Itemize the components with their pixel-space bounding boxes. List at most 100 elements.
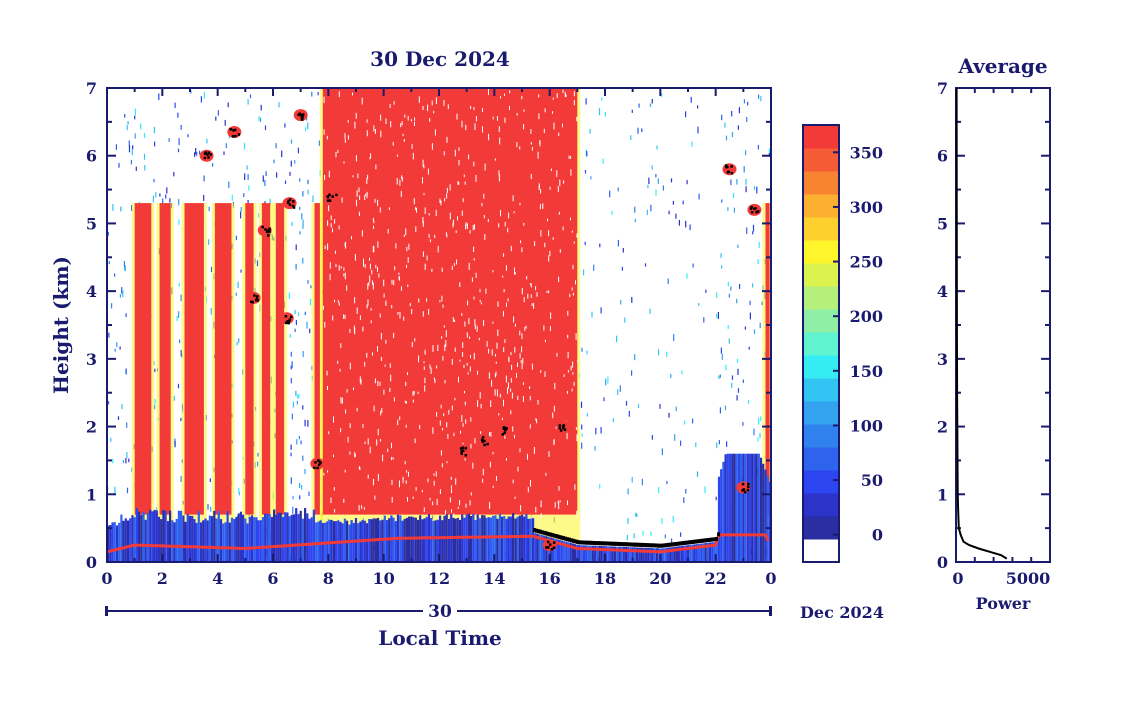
red-echo-texture	[370, 153, 372, 159]
red-echo-texture	[549, 186, 551, 190]
speckle	[736, 358, 739, 363]
red-echo-texture	[496, 116, 498, 121]
red-echo-texture	[380, 410, 382, 416]
red-echo-texture	[399, 312, 401, 319]
red-echo-texture	[369, 446, 371, 454]
bl-column	[153, 509, 156, 562]
bl-column	[253, 517, 256, 562]
bl-column	[279, 512, 282, 562]
red-echo-texture	[428, 309, 430, 315]
x-axis-label: Local Time	[378, 626, 501, 650]
cloud-deck-dot	[624, 542, 628, 547]
red-echo-texture	[466, 223, 468, 229]
bl-column	[312, 509, 316, 562]
red-echo-texture	[443, 413, 445, 417]
speckle	[302, 405, 304, 410]
red-echo-texture	[401, 175, 403, 179]
red-echo-texture	[381, 407, 383, 413]
speckle	[670, 373, 672, 379]
red-echo-texture	[394, 266, 396, 271]
speckle	[725, 364, 727, 371]
speckle	[126, 124, 128, 131]
speckle	[128, 458, 130, 463]
cloud-deck-dot	[641, 542, 645, 547]
speckle	[308, 491, 310, 497]
red-echo-texture	[544, 371, 546, 377]
speckle	[727, 325, 729, 329]
red-echo-texture	[449, 497, 451, 503]
bl-column	[700, 543, 703, 562]
speckle	[672, 515, 674, 523]
bl-column	[740, 453, 743, 562]
cloud-dot	[287, 199, 290, 203]
bl-column	[578, 545, 581, 562]
red-echo-texture	[513, 316, 515, 323]
x-tick-label: 0	[101, 569, 112, 588]
cloud-dot	[254, 298, 258, 302]
red-echo-texture	[358, 187, 360, 193]
x-tick-label: 6	[267, 569, 278, 588]
red-echo-texture	[514, 271, 516, 275]
red-echo-texture	[514, 347, 516, 353]
speckle	[668, 412, 670, 418]
red-echo-texture	[449, 184, 451, 191]
speckle	[248, 185, 250, 191]
colorbar-swatch	[803, 470, 839, 494]
red-echo-texture	[347, 436, 349, 443]
cloud-dot	[558, 426, 562, 430]
red-echo-texture	[446, 136, 448, 143]
red-echo-texture	[571, 230, 573, 233]
bl-column	[660, 548, 663, 562]
speckle	[627, 488, 629, 495]
red-echo-texture	[508, 356, 510, 363]
red-echo-texture	[458, 376, 459, 383]
red-echo-texture	[447, 104, 449, 110]
speckle	[177, 383, 180, 389]
speckle	[648, 177, 650, 185]
red-echo-texture	[485, 288, 487, 294]
red-echo-texture	[458, 160, 460, 166]
bl-column	[242, 514, 245, 562]
speckle	[134, 115, 136, 120]
red-echo-column	[314, 203, 320, 515]
speckle	[135, 166, 137, 171]
cloud-dot	[287, 321, 290, 325]
bl-column	[755, 453, 758, 562]
speckle	[200, 96, 202, 103]
colorbar-frame	[802, 124, 840, 563]
red-echo-texture	[519, 448, 521, 453]
red-echo-texture	[482, 468, 484, 476]
speckle	[290, 365, 292, 370]
red-echo-texture	[413, 198, 415, 205]
red-echo-texture	[364, 441, 366, 444]
speckle	[304, 469, 306, 475]
bl-column	[704, 543, 707, 562]
speckle	[745, 186, 747, 193]
red-echo-texture	[463, 364, 465, 368]
cloud-dot	[741, 482, 745, 486]
red-echo-texture	[423, 366, 425, 370]
cloud-deck-dot	[709, 537, 713, 542]
speckle	[611, 211, 613, 215]
red-echo-texture	[452, 317, 454, 322]
red-echo-texture	[520, 359, 522, 364]
red-echo-texture	[530, 283, 532, 288]
red-echo-texture	[361, 230, 363, 237]
speckle	[603, 397, 605, 402]
colorbar-tick-label: 250	[850, 253, 883, 272]
red-echo-texture	[470, 105, 472, 110]
bl-column	[213, 510, 216, 562]
bl-column	[655, 548, 659, 562]
speckle	[125, 313, 127, 317]
red-echo-texture	[359, 195, 361, 200]
speckle	[307, 420, 309, 427]
red-echo-texture	[430, 367, 432, 374]
red-echo-texture	[480, 431, 482, 434]
red-echo-texture	[335, 152, 337, 158]
speckle	[126, 487, 129, 494]
cloud-dot	[285, 321, 288, 325]
speckle	[661, 518, 663, 524]
red-echo-texture	[465, 503, 467, 508]
speckle	[143, 133, 146, 138]
red-echo-texture	[412, 391, 414, 397]
